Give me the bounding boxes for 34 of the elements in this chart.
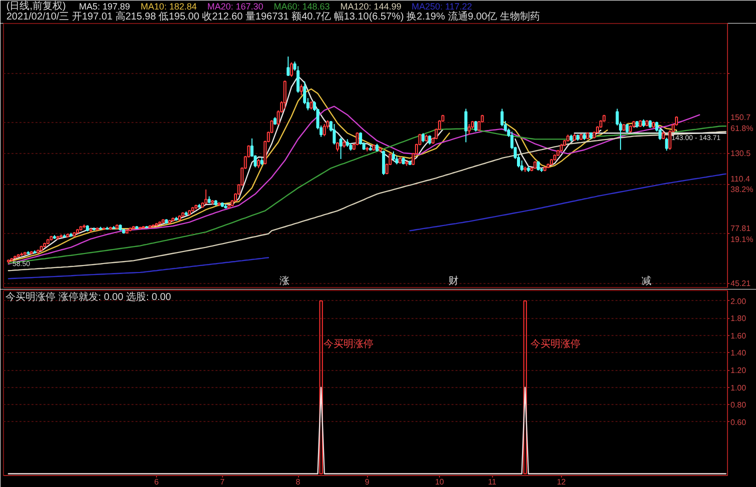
y-tick-label: 77.81 19.1% [730,224,754,244]
x-tick-label: 9 [364,478,370,486]
y-tick-label: 130.5 [730,149,752,158]
chart-title: (日线,前复权) [6,0,66,12]
annotation: 财 [448,275,458,287]
x-tick-label: 12 [556,478,566,486]
y-tick-label: 1.80 [730,314,747,324]
y-tick-label: 1.20 [730,366,747,376]
y-tick-label: 0.60 [730,418,747,427]
annotation: 今买明涨停 [530,338,580,350]
y-tick-label: 1.00 [730,383,747,392]
chart-title: 今买明涨停 涨停就发: 0.00 选股: 0.00 [6,291,172,303]
x-tick-label: 8 [296,478,301,486]
y-tick-label: 1.60 [730,331,747,340]
annotation: 今买明涨停 [324,338,374,350]
x-tick-label: 11 [488,478,497,486]
x-tick-label: 10 [435,478,445,486]
y-tick-label: 150.7 61.8% [730,113,754,133]
y-tick-label: 1.40 [730,348,747,358]
text: MA120: 144.99 [340,2,402,12]
y-tick-label: 0.80 [730,400,747,410]
x-tick-label: 6 [154,478,160,486]
x-tick-label: 7 [220,478,226,486]
y-tick-label: 110.4 38.2% [730,174,754,194]
chart-subtitle: 2021/02/10/三 开197.01 高215.98 低195.00 收212.60 量196731 额40.7亿 幅13.10(6.57%) 换2.19% 流通9.00亿 生物制药 [6,10,540,22]
text: MA250: 117.22 [412,2,472,12]
text: MA5: 197.89 [78,2,130,12]
text: MA60: 148.63 [274,2,330,12]
annotation: 减 [642,275,652,287]
y-tick-label: 2.00 [730,296,747,306]
annotation: 涨 [280,275,290,287]
y-tick-label: 45.21 [730,279,752,288]
text: MA20: 167.30 [207,2,264,12]
text: MA10: 182.84 [140,2,197,12]
